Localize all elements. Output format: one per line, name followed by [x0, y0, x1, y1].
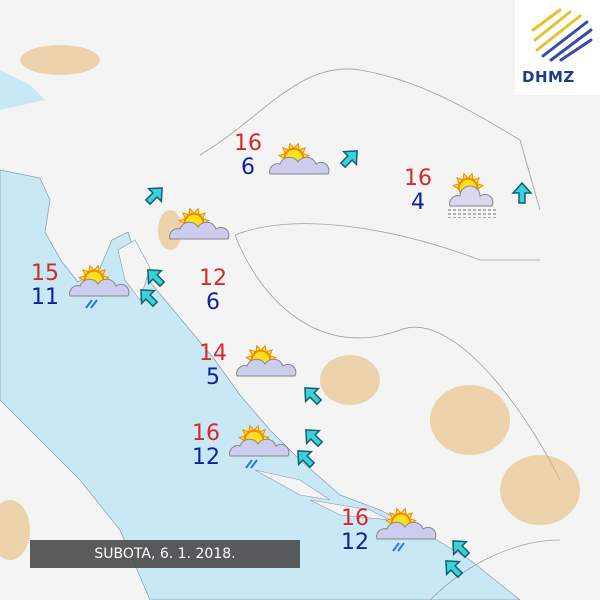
- rain-icon: [85, 299, 98, 309]
- wind-arrow-northwest-icon: [305, 429, 324, 448]
- max-temperature: 12: [199, 266, 227, 291]
- wind-arrow-northwest-icon: [140, 289, 159, 308]
- wind-arrow-northwest-icon: [147, 269, 166, 288]
- partly-cloudy-rain-icon: [375, 505, 437, 557]
- partly-cloudy-icon: [268, 140, 330, 192]
- wind-arrow-northwest-icon: [445, 560, 464, 579]
- partly-cloudy-rain-icon: [228, 422, 290, 474]
- min-temperature: 6: [206, 290, 220, 315]
- partly-cloudy-icon: [168, 205, 230, 257]
- max-temperature: 16: [192, 421, 220, 446]
- wind-arrow-north-icon: [511, 181, 533, 204]
- max-temperature: 16: [404, 166, 432, 191]
- partly-cloudy-icon: [235, 342, 297, 394]
- min-temperature: 12: [341, 530, 369, 555]
- min-temperature: 11: [31, 285, 59, 310]
- wind-arrow-northeast-icon: [144, 187, 163, 206]
- min-temperature: 5: [206, 365, 220, 390]
- dhmz-globe-icon: [531, 8, 593, 62]
- max-temperature: 16: [341, 506, 369, 531]
- wind-arrow-northeast-icon: [339, 150, 358, 169]
- sun-fog-icon: [442, 170, 504, 222]
- min-temperature: 6: [241, 155, 255, 180]
- logo-text: DHMZ: [522, 68, 575, 86]
- max-temperature: 14: [199, 341, 227, 366]
- min-temperature: 4: [411, 190, 425, 215]
- dhmz-logo: [515, 0, 600, 95]
- partly-cloudy-rain-icon: [68, 262, 130, 314]
- max-temperature: 16: [234, 131, 262, 156]
- rain-icon: [392, 542, 405, 552]
- wind-arrow-northwest-icon: [297, 450, 316, 469]
- date-label: SUBOTA, 6. 1. 2018.: [30, 540, 300, 568]
- rain-icon: [245, 459, 258, 469]
- max-temperature: 15: [31, 261, 59, 286]
- wind-arrow-northwest-icon: [452, 540, 471, 559]
- wind-arrow-northwest-icon: [304, 387, 323, 406]
- min-temperature: 12: [192, 445, 220, 470]
